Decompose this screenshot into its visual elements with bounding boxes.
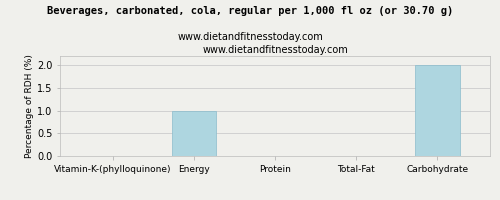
Y-axis label: Percentage of RDH (%): Percentage of RDH (%) bbox=[25, 54, 34, 158]
Text: www.dietandfitnesstoday.com: www.dietandfitnesstoday.com bbox=[202, 45, 348, 55]
Text: Beverages, carbonated, cola, regular per 1,000 fl oz (or 30.70 g): Beverages, carbonated, cola, regular per… bbox=[47, 6, 453, 16]
Text: www.dietandfitnesstoday.com: www.dietandfitnesstoday.com bbox=[177, 32, 323, 42]
Bar bbox=[172, 111, 216, 156]
Bar bbox=[415, 65, 460, 156]
